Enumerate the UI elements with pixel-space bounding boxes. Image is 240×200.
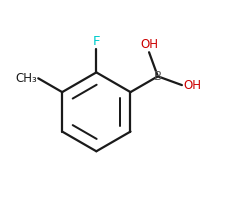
Text: OH: OH xyxy=(183,79,201,92)
Text: OH: OH xyxy=(140,38,158,51)
Text: B: B xyxy=(154,70,162,83)
Text: F: F xyxy=(93,35,100,48)
Text: CH₃: CH₃ xyxy=(16,72,37,85)
